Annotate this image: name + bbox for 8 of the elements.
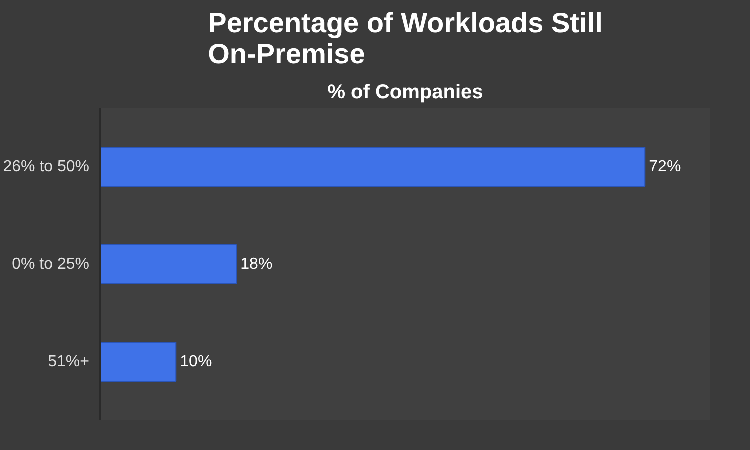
data-label: 10%	[180, 354, 212, 370]
y-tick-label: 51%+	[48, 354, 90, 370]
chart-title: Percentage of Workloads Still On-Premise	[208, 8, 603, 70]
y-tick-label: 0% to 25%	[12, 256, 90, 273]
data-label: 72%	[649, 158, 682, 176]
y-tick-label: 26% to 50%	[3, 158, 90, 176]
data-label: 18%	[240, 256, 273, 273]
chart-subtitle: % of Companies	[328, 82, 484, 104]
